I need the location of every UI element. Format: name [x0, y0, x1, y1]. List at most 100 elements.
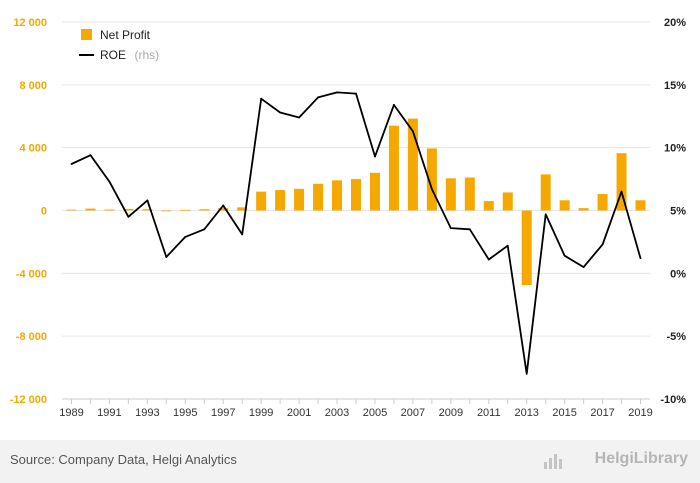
point-roe-1995 [184, 235, 187, 238]
x-tick-label-2003: 2003 [325, 407, 349, 419]
point-roe-2001 [298, 116, 300, 119]
x-tick-label-1995: 1995 [173, 407, 197, 419]
bar-net-profit-2011 [483, 201, 494, 211]
point-roe-2013 [525, 372, 528, 375]
x-tick-label-1991: 1991 [97, 407, 121, 419]
x-tick-label-1993: 1993 [135, 407, 159, 419]
bar-net-profit-2018 [616, 153, 627, 211]
point-roe-1990 [89, 154, 92, 157]
y-left-tick-label: -12 000 [10, 394, 47, 406]
point-roe-2016 [582, 266, 585, 268]
library-logo-icon [544, 454, 562, 469]
bar-net-profit-1997 [218, 208, 229, 211]
legend-label-roe: ROE (rhs) [100, 46, 159, 63]
point-roe-1994 [165, 256, 168, 258]
bar-net-profit-2019 [635, 200, 646, 211]
point-roe-2004 [355, 92, 357, 95]
point-roe-2011 [487, 258, 490, 261]
bar-net-profit-2003 [332, 180, 343, 211]
bar-net-profit-1989 [66, 209, 77, 211]
line-roe [71, 91, 642, 375]
y-axis-right: 20% 15% 10% 5% 0% -5% -10% [660, 17, 686, 406]
point-roe-1997 [222, 204, 225, 207]
point-roe-2015 [563, 254, 566, 257]
y-right-tick-label: 20% [664, 17, 686, 29]
point-roe-1992 [127, 215, 130, 218]
bar-net-profit-2017 [597, 194, 608, 211]
bar-net-profit-2005 [369, 172, 380, 211]
point-roe-2008 [430, 188, 433, 191]
point-roe-1991 [108, 180, 111, 183]
bar-net-profit-2004 [351, 179, 361, 211]
bar-net-profit-2014 [540, 174, 551, 211]
x-tick-label-2007: 2007 [401, 407, 425, 419]
y-left-tick-label: 8 000 [19, 80, 47, 92]
point-roe-2019 [639, 257, 642, 260]
y-right-tick-label: -5% [666, 331, 686, 343]
point-roe-2009 [449, 227, 452, 229]
x-tick-label-2015: 2015 [552, 407, 576, 419]
point-roe-2006 [393, 104, 395, 106]
bar-net-profit-1995 [180, 209, 191, 211]
chart: 1989 1991 1993 1995 1997 1999 2001 2003 2005 2007… [10, 17, 687, 419]
point-roe-2003 [336, 91, 338, 94]
point-roe-2005 [374, 155, 376, 158]
point-roe-2012 [506, 244, 509, 247]
bar-net-profit-1993 [142, 209, 153, 211]
point-roe-2014 [544, 213, 547, 216]
bar-net-profit-2008 [426, 148, 437, 211]
legend-swatch-net-profit [81, 29, 92, 40]
point-roe-2000 [279, 111, 282, 114]
x-tick-label-1999: 1999 [249, 407, 273, 419]
y-left-tick-label: 12 000 [13, 17, 47, 29]
footer: Source: Company Data, Helgi Analytics He… [0, 440, 700, 483]
bar-net-profit-2002 [313, 183, 324, 211]
bar-net-profit-2000 [275, 190, 286, 211]
x-tick-label-1997: 1997 [211, 407, 235, 419]
bar-series-net-profit [66, 118, 646, 286]
y-right-tick-label: 5% [670, 206, 686, 218]
point-roe-2018 [620, 190, 623, 193]
x-tick-label-2001: 2001 [287, 407, 311, 419]
source-text: Source: Company Data, Helgi Analytics [10, 452, 237, 467]
y-right-tick-label: 15% [664, 80, 686, 92]
x-tick-label-2009: 2009 [439, 407, 463, 419]
point-roe-1999 [260, 97, 263, 100]
legend-label-roe-suffix: (rhs) [134, 48, 159, 62]
bar-net-profit-1990 [85, 208, 96, 211]
x-tick-label-2005: 2005 [363, 407, 387, 419]
y-right-tick-label: 10% [664, 143, 686, 155]
y-left-tick-label: -8 000 [16, 331, 47, 343]
bar-net-profit-2012 [502, 192, 513, 211]
y-right-tick-label: 0% [670, 268, 686, 280]
y-left-tick-label: 0 [41, 206, 47, 218]
bar-net-profit-1991 [104, 209, 115, 211]
y-axis-left: 12 000 8 000 4 000 0 -4 000 -8 000 -12 000 [10, 17, 47, 406]
bar-net-profit-2009 [445, 178, 456, 211]
bar-net-profit-2007 [407, 118, 418, 211]
bar-net-profit-2010 [464, 177, 475, 211]
y-left-tick-label: -4 000 [16, 268, 47, 280]
line-series-roe [70, 91, 642, 375]
legend: Net Profit ROE (rhs) [79, 28, 159, 63]
bar-net-profit-2001 [294, 188, 305, 211]
brand-logo: HelgiLibrary [594, 450, 688, 467]
point-roe-2010 [468, 228, 471, 231]
x-tick-label-1989: 1989 [59, 407, 83, 419]
bar-net-profit-2015 [559, 200, 570, 211]
bar-net-profit-2006 [388, 125, 399, 211]
x-tick-label-2019: 2019 [628, 407, 652, 419]
bar-net-profit-1992 [123, 208, 134, 211]
bar-net-profit-1994 [161, 210, 172, 212]
point-roe-1993 [146, 199, 149, 202]
point-roe-2017 [601, 243, 604, 246]
bar-net-profit-1996 [199, 209, 210, 211]
point-roe-1989 [70, 163, 73, 165]
point-roe-2007 [412, 130, 414, 133]
legend-label-roe-name: ROE [100, 48, 126, 62]
bar-net-profit-1999 [256, 191, 267, 211]
point-roe-2002 [317, 96, 319, 99]
y-left-tick-label: 4 000 [19, 143, 47, 155]
y-right-tick-label: -10% [660, 394, 686, 406]
point-roe-1996 [203, 228, 206, 231]
